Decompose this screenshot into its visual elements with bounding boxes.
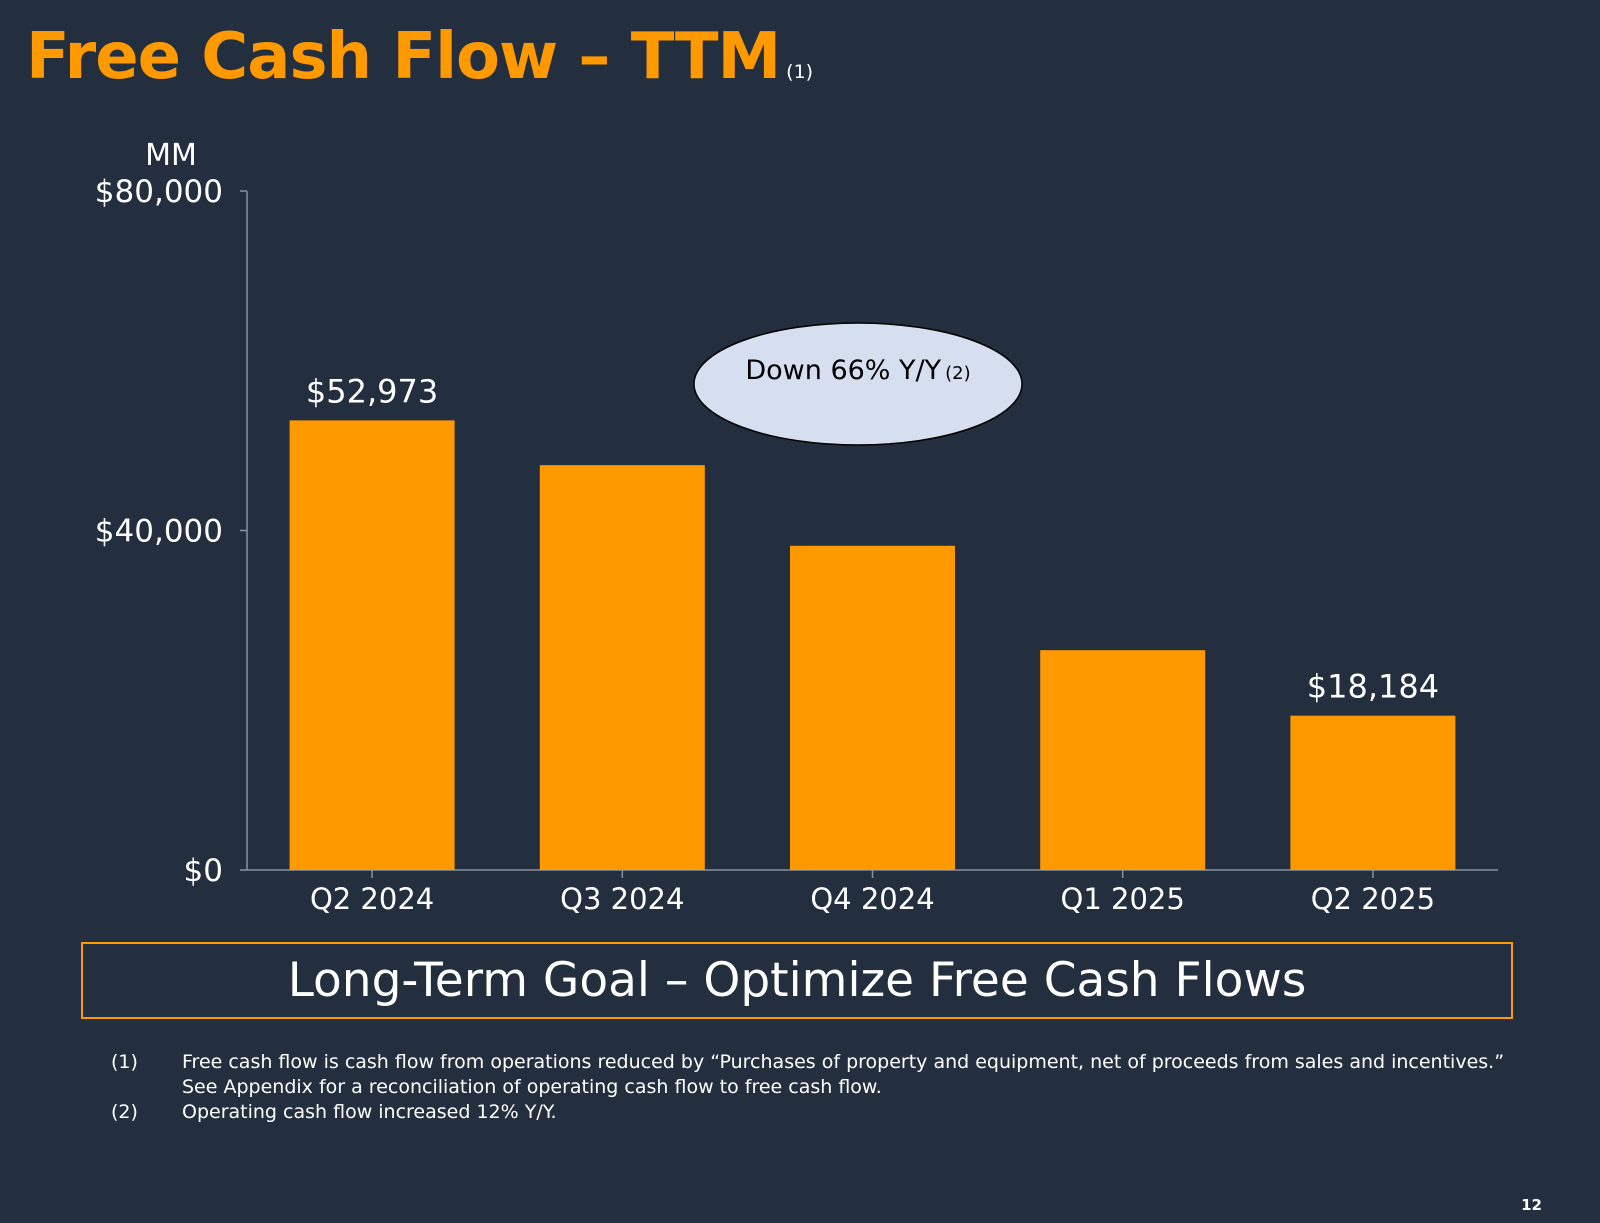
goal-banner: Long-Term Goal – Optimize Free Cash Flow…	[81, 942, 1513, 1019]
y-tick-label: $0	[184, 853, 223, 889]
title-footnote-ref: (1)	[786, 61, 814, 83]
footnote-text: Operating cash flow increased 12% Y/Y.	[182, 1100, 1551, 1125]
x-tick-label: Q2 2025	[1311, 882, 1435, 916]
callout-bubble	[693, 322, 1023, 446]
y-tick-label: $80,000	[95, 174, 223, 210]
callout-text: Down 66% Y/Y (2)	[694, 355, 1022, 386]
footnote-number: (1)	[111, 1051, 138, 1073]
y-units-label: MM	[145, 138, 197, 173]
x-tick-label: Q3 2024	[560, 882, 684, 916]
bar-q2-2025	[1290, 715, 1456, 870]
page-title-text: Free Cash Flow – TTM	[26, 20, 781, 94]
page-title: Free Cash Flow – TTM (1)	[26, 20, 813, 94]
x-tick-label: Q1 2025	[1061, 882, 1185, 916]
page-number: 12	[1521, 1196, 1542, 1214]
bar-q3-2024	[539, 465, 705, 870]
bars	[289, 420, 1456, 870]
footnote-line: Operating cash flow increased 12% Y/Y.	[182, 1101, 557, 1123]
free-cash-flow-chart: MM $0 $40,000 $80,000 Q2 2024 Q3 2024 Q4 2024…	[95, 138, 1498, 916]
goal-banner-text: Long-Term Goal – Optimize Free Cash Flow…	[287, 953, 1307, 1008]
data-labels: $52,973 $18,184	[306, 372, 1439, 705]
footnote-line: See Appendix for a reconciliation of ope…	[182, 1076, 882, 1098]
footnote-text: Free cash flow is cash flow from operati…	[182, 1050, 1551, 1100]
bar-q1-2025	[1040, 650, 1206, 870]
bar-data-label: $18,184	[1307, 668, 1439, 706]
footnotes: (1) Free cash flow is cash flow from ope…	[111, 1050, 1551, 1125]
footnote: (1) Free cash flow is cash flow from ope…	[111, 1050, 1551, 1100]
footnote-line: Free cash flow is cash flow from operati…	[182, 1051, 1505, 1073]
y-axis: MM $0 $40,000 $80,000	[95, 138, 248, 889]
x-tick-label: Q4 2024	[810, 882, 934, 916]
y-tick-label: $40,000	[95, 514, 223, 550]
bar-data-label: $52,973	[306, 372, 438, 410]
callout-footnote-ref: (2)	[945, 363, 971, 384]
footnote: (2) Operating cash flow increased 12% Y/…	[111, 1100, 1551, 1125]
footnote-number: (2)	[111, 1101, 138, 1123]
x-axis: Q2 2024 Q3 2024 Q4 2024 Q1 2025 Q2 2025	[247, 869, 1498, 916]
bar-q2-2024	[289, 420, 455, 870]
x-tick-label: Q2 2024	[310, 882, 434, 916]
bar-q4-2024	[790, 545, 955, 870]
callout-label: Down 66% Y/Y	[745, 355, 942, 386]
